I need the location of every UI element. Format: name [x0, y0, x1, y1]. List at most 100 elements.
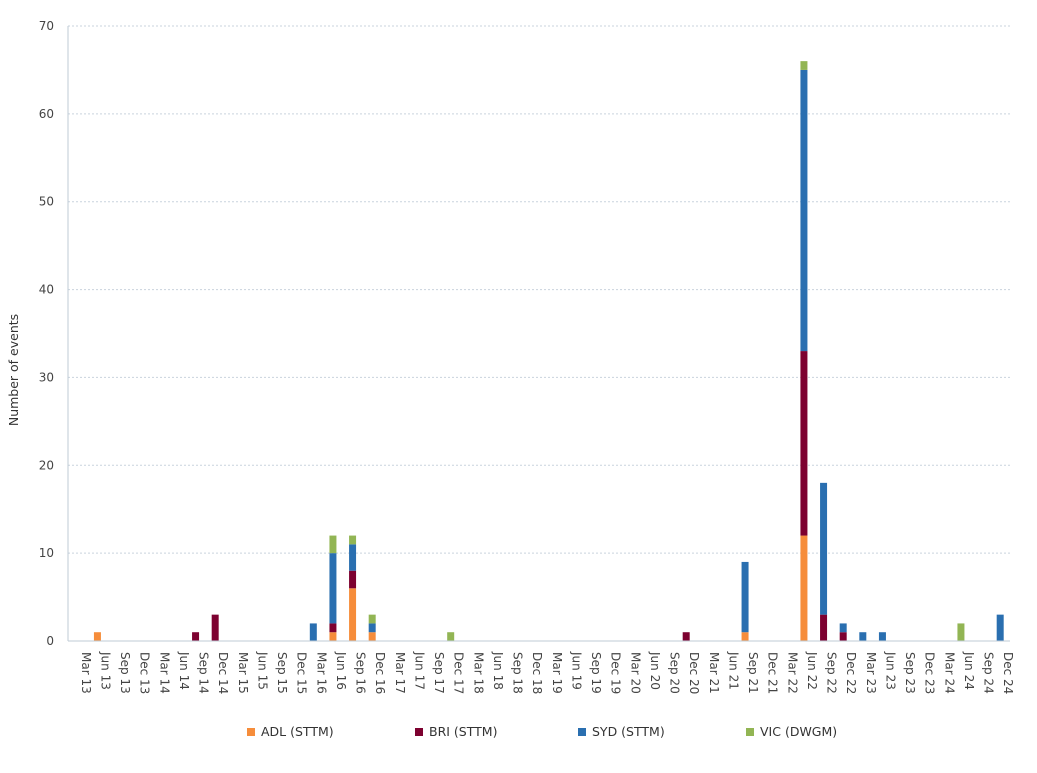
- x-tick-label: Dec 21: [766, 652, 780, 694]
- bar-segment-bri: [349, 570, 357, 589]
- x-tick-label: Mar 18: [471, 652, 485, 694]
- legend-item: VIC (DWGM): [746, 724, 837, 739]
- x-tick-label: Sep 19: [589, 652, 603, 694]
- x-tick-label: Sep 17: [432, 652, 446, 694]
- bar-segment-bri: [800, 351, 808, 536]
- gridlines: [68, 25, 1010, 554]
- x-tick-label: Sep 21: [746, 652, 760, 694]
- bar-segment-adl: [329, 632, 337, 641]
- x-tick-label: Dec 19: [609, 652, 623, 694]
- bar-segment-syd: [839, 623, 847, 633]
- legend-swatch: [247, 727, 255, 736]
- x-tick-label: Dec 18: [530, 652, 544, 694]
- x-tick-label: Jun 17: [412, 651, 426, 690]
- bar-segment-vic: [957, 623, 965, 641]
- x-tick-label: Sep 24: [982, 652, 996, 694]
- x-tick-label: Mar 15: [236, 652, 250, 694]
- legend-label: BRI (STTM): [429, 724, 498, 739]
- bar-segment-vic: [368, 614, 376, 624]
- x-tick-label: Mar 19: [550, 652, 564, 694]
- legend-label: VIC (DWGM): [760, 724, 838, 739]
- legend-label: SYD (STTM): [592, 724, 665, 739]
- legend-item: ADL (STTM): [247, 724, 334, 739]
- x-tick-label: Dec 22: [844, 652, 858, 694]
- y-tick-label: 60: [39, 107, 54, 121]
- y-tick-label: 10: [39, 546, 54, 560]
- legend: ADL (STTM) BRI (STTM) SYD (STTM) VIC (DWGM): [0, 724, 1037, 744]
- x-tick-label: Mar 16: [314, 652, 328, 694]
- x-tick-label: Sep 14: [197, 652, 211, 694]
- x-tick-label: Mar 22: [785, 652, 799, 694]
- x-tick-label: Mar 24: [942, 652, 956, 694]
- x-tick-label: Jun 16: [334, 651, 348, 690]
- x-tick-label: Sep 18: [511, 652, 525, 694]
- y-tick-label: 70: [39, 19, 54, 33]
- x-tick-label: Jun 13: [98, 651, 112, 690]
- x-tick-label: Dec 20: [687, 652, 701, 694]
- x-tick-label: Jun 15: [255, 651, 269, 690]
- x-tick-label: Mar 17: [393, 652, 407, 694]
- x-tick-label: Jun 21: [726, 651, 740, 690]
- x-tick-label: Jun 14: [177, 651, 191, 690]
- bar-segment-bri: [192, 632, 200, 641]
- bar-segment-bri: [839, 632, 847, 641]
- bar-segment-syd: [800, 69, 808, 352]
- legend-item: BRI (STTM): [415, 724, 497, 739]
- x-tick-label: Jun 19: [569, 651, 583, 690]
- x-tick-label: Sep 15: [275, 652, 289, 694]
- bar-segment-syd: [349, 544, 357, 571]
- bar-segment-vic: [349, 535, 357, 545]
- x-tick-label: Mar 14: [157, 652, 171, 694]
- bar-segment-vic: [447, 632, 455, 641]
- legend-swatch: [415, 727, 423, 736]
- x-tick-label: Sep 20: [668, 652, 682, 694]
- axes: [67, 26, 1010, 642]
- bar-segment-adl: [741, 632, 749, 641]
- bar-segment-syd: [820, 482, 828, 615]
- x-tick-label: Dec 24: [1001, 652, 1015, 694]
- x-tick-label: Jun 22: [805, 651, 819, 690]
- x-tick-label: Sep 22: [825, 652, 839, 694]
- legend-item: SYD (STTM): [578, 724, 665, 739]
- bar-segment-syd: [859, 632, 867, 641]
- x-tick-label: Mar 21: [707, 652, 721, 694]
- x-tick-label: Dec 16: [373, 652, 387, 694]
- y-axis-title: Number of events: [6, 314, 21, 426]
- x-tick-label: Sep 23: [903, 652, 917, 694]
- y-tick-label: 30: [39, 370, 54, 384]
- x-tick-label: Dec 17: [452, 652, 466, 694]
- bar-segment-vic: [800, 61, 808, 70]
- x-tick-label: Dec 14: [216, 652, 230, 694]
- bar-segment-adl: [93, 632, 101, 641]
- x-tick-label: Mar 13: [79, 652, 93, 694]
- x-tick-label: Jun 20: [648, 651, 662, 690]
- bar-segment-bri: [820, 614, 828, 641]
- bar-segment-adl: [800, 535, 808, 641]
- y-tick-label: 0: [46, 634, 54, 648]
- bar-segment-syd: [309, 623, 317, 641]
- bar-segment-bri: [329, 623, 337, 633]
- y-tick-label: 50: [39, 195, 54, 209]
- bar-segment-syd: [878, 632, 886, 641]
- x-tick-label: Dec 23: [923, 652, 937, 694]
- y-tick-labels: 0 10 20 30 40 50 60 70: [39, 19, 54, 648]
- bar-segment-vic: [329, 535, 337, 554]
- bar-segment-bri: [682, 632, 690, 641]
- bar-segment-syd: [368, 623, 376, 633]
- bar-segment-syd: [329, 553, 337, 624]
- x-tick-label: Sep 16: [354, 652, 368, 694]
- bar-segment-adl: [368, 632, 376, 641]
- bar-segment-syd: [741, 561, 749, 633]
- bar-segment-adl: [349, 588, 357, 641]
- legend-swatch: [578, 727, 586, 736]
- y-tick-label: 40: [39, 283, 54, 297]
- x-tick-label: Jun 24: [962, 651, 976, 690]
- bar-segment-syd: [996, 614, 1004, 641]
- x-tick-label: Dec 13: [138, 652, 152, 694]
- legend-swatch: [746, 727, 754, 736]
- x-tick-label: Mar 23: [864, 652, 878, 694]
- x-tick-label: Dec 15: [295, 652, 309, 694]
- x-tick-label: Jun 18: [491, 651, 505, 690]
- x-tick-labels: Mar 13 Jun 13 Sep 13 Dec 13 Mar 14 Jun 14 Sep …: [79, 651, 1015, 694]
